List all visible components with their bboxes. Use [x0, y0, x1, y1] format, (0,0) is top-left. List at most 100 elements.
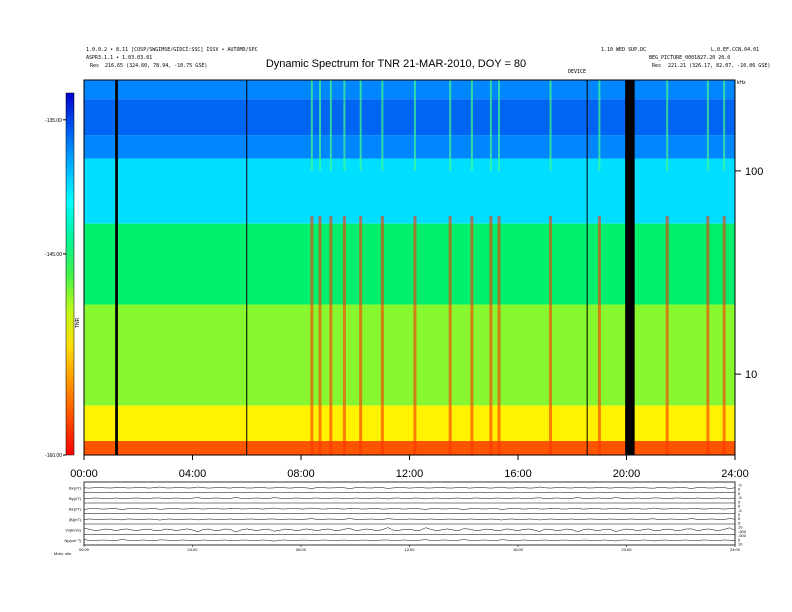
- burst-streak-high: [359, 80, 362, 171]
- lower-right-tick-label: 10: [738, 525, 743, 530]
- burst-streak-high: [666, 80, 669, 171]
- burst-streak: [318, 215, 322, 455]
- spectrum-band: [84, 80, 735, 100]
- colorbar-tick-label: -135.00: [45, 118, 62, 124]
- x-tick-label: 04:00: [179, 468, 207, 480]
- spectrum-band-bottom: [84, 441, 735, 455]
- lower-x-tick-label: 04:00: [187, 547, 198, 552]
- y-right-tick-label: 10: [745, 369, 757, 381]
- burst-streak-high: [318, 80, 321, 171]
- lower-row-label: By(nT): [69, 496, 82, 501]
- lower-right-tick-label: -5: [738, 483, 742, 488]
- burst-streak-high: [310, 80, 313, 171]
- burst-streak: [310, 215, 314, 455]
- colorbar-tick-label: -145.00: [45, 252, 62, 258]
- header-right-line1: 1.10 WED SUP.DC: [601, 47, 647, 53]
- lower-right-tick-label: 5: [738, 491, 741, 496]
- lower-right-tick-label: -5: [738, 508, 742, 513]
- burst-streak: [706, 215, 710, 455]
- lower-row-label: Vx(km/s): [65, 527, 81, 532]
- lower-right-tick-label: -500: [738, 533, 747, 538]
- burst-streak: [489, 215, 493, 455]
- burst-streak: [329, 215, 333, 455]
- x-tick-label: 24:00: [721, 468, 749, 480]
- lower-row-label: Bz(nT): [69, 506, 82, 511]
- spectrum-band: [84, 223, 735, 305]
- burst-streak: [359, 215, 363, 455]
- lower-row-trace: [83, 518, 736, 521]
- burst-streak-high: [343, 80, 346, 171]
- burst-streak: [549, 215, 553, 455]
- colorbar-tick-label: -160.00: [45, 453, 62, 459]
- burst-streak: [380, 215, 384, 455]
- header-left-line2: ASPR3.1.1 • 1.03.03.01: [86, 55, 153, 61]
- lower-x-tick-label: 20:00: [621, 547, 632, 552]
- lower-x-tick-label: 16:00: [513, 547, 524, 552]
- lower-right-tick-label: 0: [738, 512, 741, 517]
- burst-streak: [722, 215, 726, 455]
- burst-streak: [448, 215, 452, 455]
- burst-streak-high: [329, 80, 332, 171]
- lower-right-tick-label: -5: [738, 495, 742, 500]
- burst-streak-high: [706, 80, 709, 171]
- data-gap: [115, 80, 118, 455]
- x-tick-label: 08:00: [287, 468, 315, 480]
- lower-row-label: Np(cm⁻³): [64, 538, 81, 543]
- lower-row-trace: [83, 497, 736, 500]
- burst-streak: [342, 215, 346, 455]
- spectrum-band: [84, 135, 735, 159]
- lower-row-trace: [83, 527, 736, 533]
- header-right-id: L.0.EF.CCN.04.01: [711, 47, 760, 53]
- burst-streak-high: [549, 80, 552, 171]
- lower-row-label: |B|(nT): [69, 517, 82, 522]
- header-left-res-value: 216.65 (324.60, 78.94, -10.75 GSE): [105, 63, 208, 69]
- x-tick-label: 12:00: [396, 468, 424, 480]
- lower-x-tick-label: 08:00: [296, 547, 307, 552]
- x-tick-label: 20:00: [613, 468, 641, 480]
- spectrum-band: [84, 99, 735, 136]
- lower-x-tick-label: 24:00: [730, 547, 741, 552]
- x-tick-label: 16:00: [504, 468, 532, 480]
- lower-right-tick-label: 5: [738, 537, 741, 542]
- header-right-line2: BEG_PICTURE_0001827.20 20.0: [649, 55, 731, 61]
- data-gap: [625, 80, 635, 455]
- lower-right-tick-label: 0: [738, 499, 741, 504]
- spectrogram-events: [310, 80, 726, 455]
- burst-streak: [497, 215, 501, 455]
- colorbar: [65, 92, 75, 456]
- header-left-line1: 1.0.0.2 • 8.11 [COSP/SWGIMSE/GIDCI:SSC] …: [86, 47, 258, 53]
- burst-streak: [413, 215, 417, 455]
- spectrum-band: [84, 158, 735, 224]
- lower-x-tick-label: 12:00: [404, 547, 415, 552]
- header-right-res-label: Res: [652, 63, 662, 69]
- marker-label: DEVICE: [568, 69, 587, 75]
- lower-right-tick-label: -300: [738, 529, 747, 534]
- lower-right-tick-label: 5: [738, 516, 741, 521]
- lower-footer-label: Moto. sito: [54, 551, 72, 556]
- burst-streak: [470, 215, 474, 455]
- lower-row-label: Bx(nT): [69, 485, 82, 490]
- y-right-tick-label: 100: [745, 166, 763, 178]
- header-left-res-label: Res: [90, 63, 100, 69]
- lower-right-tick-label: 10: [738, 542, 743, 547]
- burst-streak-high: [598, 80, 601, 171]
- burst-streak-high: [413, 80, 416, 171]
- lower-row-trace: [83, 507, 736, 510]
- burst-streak: [597, 215, 601, 455]
- spectrogram-bands: [84, 80, 735, 455]
- lower-right-tick-label: 5: [738, 520, 741, 525]
- burst-streak: [665, 215, 669, 455]
- lower-x-tick-label: 00:00: [79, 547, 90, 552]
- chart-title: Dynamic Spectrum for TNR 21-MAR-2010, DO…: [265, 58, 527, 70]
- header-right-res-value: 221.21 (326.17, 82.07, -10.06 GSE): [668, 63, 771, 69]
- burst-streak-high: [381, 80, 384, 171]
- burst-streak-high: [489, 80, 492, 171]
- lower-right-tick-label: 0: [738, 487, 741, 492]
- burst-streak-high: [449, 80, 452, 171]
- y-right-unit: kHz: [737, 80, 746, 86]
- colorbar-label: TNR: [75, 317, 81, 328]
- lower-right-tick-label: 5: [738, 504, 741, 509]
- burst-streak-high: [498, 80, 501, 171]
- lower-row-trace: [83, 539, 736, 542]
